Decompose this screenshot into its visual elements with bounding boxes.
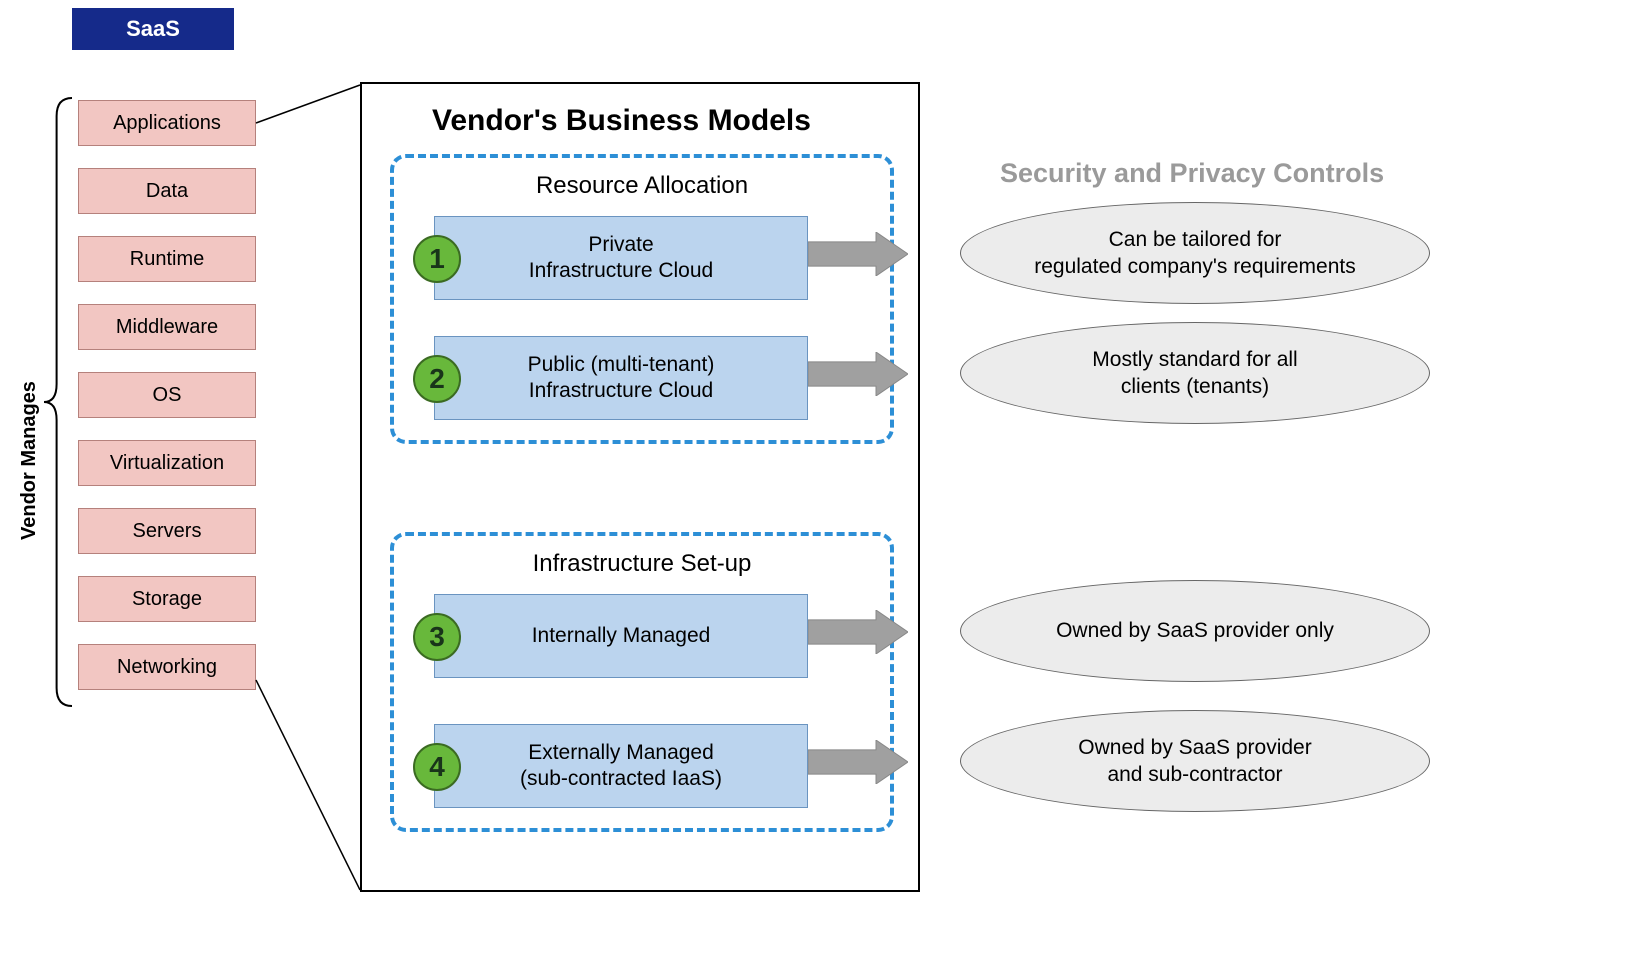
infra-title: Infrastructure Set-up: [394, 550, 890, 578]
security-title: Security and Privacy Controls: [1000, 158, 1384, 189]
model-label: Public (multi-tenant)Infrastructure Clou…: [528, 352, 715, 405]
resource-title: Resource Allocation: [394, 172, 890, 200]
number-badge: 4: [413, 743, 461, 791]
infrastructure-setup-section: Infrastructure Set-up Internally Managed…: [390, 532, 894, 832]
control-ellipse: Owned by SaaS provider only: [960, 580, 1430, 682]
arrow-right-icon: [808, 352, 908, 396]
diagram-canvas: SaaS Vendor Manages ApplicationsDataRunt…: [0, 0, 1625, 956]
arrow-right-icon: [808, 740, 908, 784]
model-label: Internally Managed: [532, 623, 711, 649]
panel-title: Vendor's Business Models: [432, 104, 811, 138]
model-label: PrivateInfrastructure Cloud: [529, 232, 713, 285]
control-ellipse: Owned by SaaS providerand sub-contractor: [960, 710, 1430, 812]
control-ellipse: Can be tailored forregulated company's r…: [960, 202, 1430, 304]
arrow-right-icon: [808, 610, 908, 654]
model-box: Internally Managed3: [434, 594, 808, 678]
model-box: Externally Managed(sub-contracted IaaS)4: [434, 724, 808, 808]
resource-allocation-section: Resource Allocation PrivateInfrastructur…: [390, 154, 894, 444]
number-badge: 1: [413, 235, 461, 283]
number-badge: 3: [413, 613, 461, 661]
control-ellipse: Mostly standard for allclients (tenants): [960, 322, 1430, 424]
arrow-right-icon: [808, 232, 908, 276]
model-label: Externally Managed(sub-contracted IaaS): [520, 740, 722, 793]
number-badge: 2: [413, 355, 461, 403]
model-box: Public (multi-tenant)Infrastructure Clou…: [434, 336, 808, 420]
model-box: PrivateInfrastructure Cloud1: [434, 216, 808, 300]
